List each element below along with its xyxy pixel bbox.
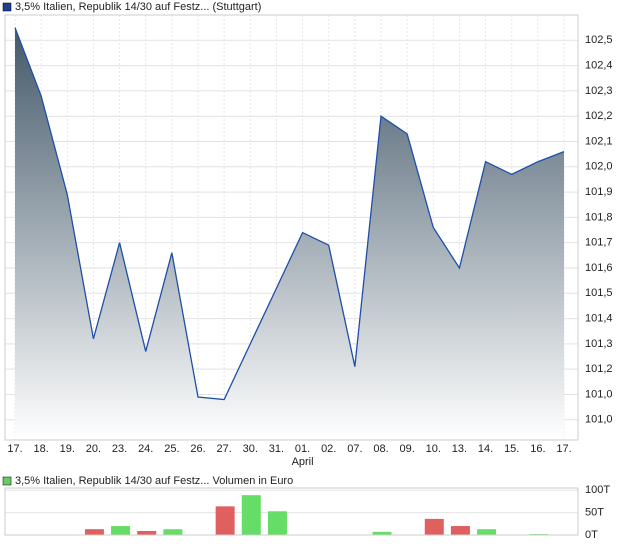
legend-swatch <box>2 476 12 486</box>
volume-bar <box>372 531 392 535</box>
plot-border <box>4 487 579 536</box>
x-tick-label: 08. <box>373 443 388 455</box>
volume-bar <box>267 511 287 535</box>
x-tick-label: 01. <box>295 443 310 455</box>
volume-bar <box>84 529 104 535</box>
x-tick-label: 18. <box>33 443 48 455</box>
y-tick-label: 102,1 <box>585 135 613 147</box>
y-tick-label: 101,6 <box>585 262 613 274</box>
x-tick-label: 17. <box>556 443 571 455</box>
y-tick-label: 101,2 <box>585 363 613 375</box>
x-tick-label: 13. <box>452 443 467 455</box>
x-tick-label: 25. <box>164 443 179 455</box>
x-tick-label: 20. <box>86 443 101 455</box>
x-tick-label: 15. <box>504 443 519 455</box>
x-tick-label: 17. <box>7 443 22 455</box>
plot-border <box>4 14 579 441</box>
y-tick-label: 102,5 <box>585 34 613 46</box>
x-tick-label: 02. <box>321 443 336 455</box>
volume-bar <box>111 526 131 535</box>
x-tick-label: 26. <box>190 443 205 455</box>
y-tick-label: 100T <box>585 484 610 496</box>
y-tick-label: 101,0 <box>585 414 613 426</box>
volume-bar <box>424 518 444 535</box>
volume-bar <box>137 530 157 535</box>
y-tick-label: 101,5 <box>585 287 613 299</box>
x-tick-label: 24. <box>138 443 153 455</box>
y-tick-label: 101,7 <box>585 237 613 249</box>
x-tick-label: 31. <box>269 443 284 455</box>
x-tick-label: 14. <box>478 443 493 455</box>
y-tick-label: 101,4 <box>585 312 613 324</box>
plot-area <box>4 487 579 536</box>
y-tick-label: 102,4 <box>585 60 613 72</box>
legend-swatch <box>2 2 12 12</box>
x-tick-label: 07. <box>347 443 362 455</box>
legend-label: 3,5% Italien, Republik 14/30 auf Festz..… <box>15 1 261 13</box>
y-tick-label: 102,2 <box>585 110 613 122</box>
y-tick-label: 0T <box>585 529 598 541</box>
area-fill <box>15 27 564 441</box>
price-line <box>14 27 565 401</box>
y-tick-label: 101,9 <box>585 186 613 198</box>
x-tick-label: 27. <box>216 443 231 455</box>
y-tick-label: 102,3 <box>585 85 613 97</box>
y-tick-label: 101,3 <box>585 338 613 350</box>
volume-bar <box>215 506 235 535</box>
x-tick-label: 23. <box>112 443 127 455</box>
legend-label: 3,5% Italien, Republik 14/30 auf Festz..… <box>15 475 293 487</box>
x-tick-label: 09. <box>399 443 414 455</box>
x-tick-label: 19. <box>60 443 75 455</box>
volume-bar <box>477 529 497 535</box>
y-tick-label: 50T <box>585 507 604 519</box>
x-tick-sublabel: April <box>292 456 314 468</box>
x-tick-label: 10. <box>426 443 441 455</box>
x-tick-label: 16. <box>530 443 545 455</box>
y-tick-label: 101,8 <box>585 211 613 223</box>
x-tick-label: 30. <box>243 443 258 455</box>
volume-bar <box>241 495 261 535</box>
volume-bar <box>450 526 470 535</box>
y-tick-label: 102,0 <box>585 161 613 173</box>
y-tick-label: 101,0 <box>585 388 613 400</box>
volume-bar <box>163 529 183 535</box>
